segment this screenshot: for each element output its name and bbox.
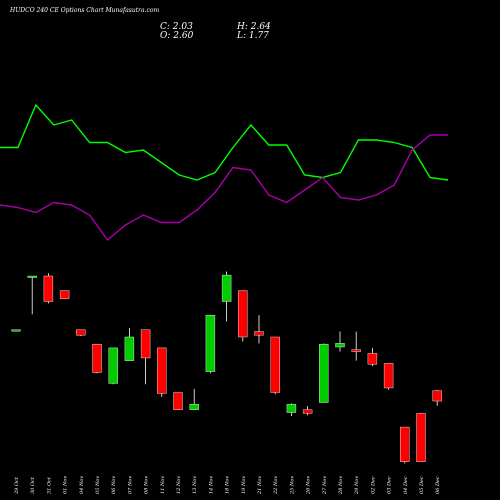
candle	[432, 389, 442, 406]
candle	[43, 273, 54, 304]
candle	[254, 315, 264, 344]
x-tick-label: 06 Dec	[435, 476, 441, 494]
x-tick-label: 06 Nov	[111, 476, 117, 494]
candle	[302, 406, 313, 416]
candle-body	[157, 347, 167, 394]
candle-body	[76, 329, 86, 336]
x-tick-label: 03 Dec	[387, 476, 393, 494]
x-tick-label: 26 Nov	[306, 476, 312, 495]
candle-body	[92, 344, 102, 373]
candle-body	[108, 347, 118, 384]
candle-body	[189, 404, 199, 410]
low-value: L: 1.77	[237, 31, 269, 41]
close-value: C: 2.03	[160, 22, 193, 32]
x-tick-label: 18 Nov	[225, 476, 231, 494]
candle	[76, 329, 86, 337]
candle-body	[416, 413, 426, 462]
candle	[108, 347, 118, 385]
candle-body	[124, 336, 135, 361]
x-tick-label: 04 Nov	[79, 476, 85, 494]
x-tick-label: 08 Nov	[144, 476, 150, 494]
candle	[140, 329, 151, 385]
candle-body	[286, 404, 297, 413]
candle	[92, 344, 102, 374]
candle-body	[27, 275, 37, 278]
x-tick-label: 29 Oct	[14, 476, 20, 495]
candle	[27, 275, 37, 315]
candle-body	[351, 349, 361, 352]
candle-body	[205, 314, 216, 372]
x-tick-label: 19 Nov	[241, 476, 247, 494]
lower-indicator-line	[0, 134, 448, 242]
candle	[189, 388, 199, 410]
candle-body	[383, 363, 394, 389]
x-tick-label: 30 Oct	[30, 476, 36, 494]
candle	[400, 426, 410, 464]
candle	[367, 347, 378, 367]
x-tick-label: 22 Nov	[273, 476, 279, 495]
candle-body	[302, 409, 313, 414]
candle	[270, 336, 280, 395]
candle	[157, 347, 167, 398]
x-tick-label: 28 Nov	[338, 476, 344, 495]
candle-body	[367, 353, 378, 365]
x-tick-label: 12 Nov	[176, 476, 182, 494]
chart-title: HUDCO 240 CE Options Chart Munafasutra.c…	[10, 7, 160, 14]
x-tick-label: 31 Oct	[46, 476, 52, 494]
candle-body	[59, 290, 70, 299]
x-tick-label: 07 Nov	[127, 476, 133, 494]
upper-indicator-line	[0, 103, 449, 181]
candle	[238, 290, 248, 342]
candle	[416, 413, 426, 462]
candle-body	[254, 331, 264, 336]
candle	[173, 392, 183, 410]
candle-body	[400, 426, 410, 462]
x-tick-label: 05 Dec	[419, 476, 425, 494]
candle	[335, 331, 345, 352]
candle-body	[432, 390, 442, 402]
candle	[11, 329, 21, 332]
candle	[59, 290, 70, 299]
candle-body	[335, 343, 345, 348]
candle	[351, 331, 361, 361]
candle	[221, 271, 232, 322]
candle	[383, 363, 394, 390]
candle-body	[43, 275, 54, 302]
x-tick-label: 27 Nov	[322, 476, 328, 495]
x-tick-label: 01 Nov	[63, 476, 69, 494]
x-tick-label: 29 Nov	[354, 476, 360, 495]
candle-body	[238, 290, 248, 338]
open-value: O: 2.60	[160, 31, 194, 41]
candle-body	[221, 274, 232, 302]
x-tick-label: 11 Nov	[160, 476, 166, 494]
high-value: H: 2.64	[237, 22, 271, 32]
candle-body	[319, 344, 329, 403]
candle-body	[140, 329, 151, 359]
candle-body	[11, 329, 21, 332]
x-tick-label: 25 Nov	[289, 476, 295, 495]
x-tick-label: 14 Nov	[208, 476, 214, 494]
candle	[205, 314, 216, 374]
x-axis-ticks: 29 Oct 30 Oct 31 Oct 01 Nov 04 Nov 05 Nov 06 N…	[14, 476, 441, 495]
candle-body	[173, 392, 183, 410]
candle-body	[270, 336, 280, 393]
indicator-lines	[0, 103, 449, 242]
x-tick-label: 02 Dec	[370, 476, 376, 494]
x-tick-label: 13 Nov	[192, 476, 198, 494]
candle	[286, 403, 297, 417]
x-tick-label: 21 Nov	[257, 476, 263, 495]
candles	[11, 271, 442, 464]
candle	[124, 327, 135, 361]
candle	[319, 343, 329, 403]
x-tick-label: 05 Nov	[95, 476, 101, 494]
x-tick-label: 04 Dec	[403, 476, 409, 494]
